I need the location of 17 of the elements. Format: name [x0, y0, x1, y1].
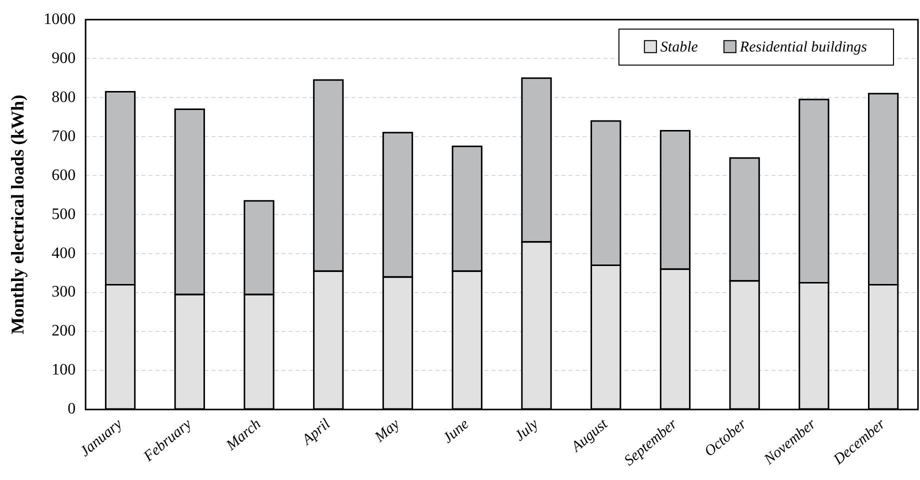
legend-label: Residential buildings — [738, 40, 868, 56]
y-tick-label: 900 — [52, 50, 76, 67]
y-tick-label: 400 — [52, 244, 76, 262]
y-axis-title: Monthly electrical loads (kWh) — [7, 94, 28, 334]
y-tick-label: 700 — [52, 128, 76, 145]
x-tick-label: May — [371, 416, 404, 446]
y-tick-label: 800 — [52, 88, 76, 106]
y-tick-label: 300 — [52, 284, 76, 301]
y-tick-label: 600 — [52, 166, 76, 184]
y-tick-label: 500 — [52, 206, 76, 223]
y-tick-label: 1000 — [44, 10, 76, 28]
y-tick-label: 100 — [52, 362, 76, 379]
y-tick-label: 0 — [68, 400, 76, 418]
x-tick-label: June — [440, 416, 472, 447]
x-tick-label: July — [512, 416, 542, 445]
legend-label: Stable — [660, 40, 698, 56]
y-tick-label: 200 — [52, 322, 76, 340]
